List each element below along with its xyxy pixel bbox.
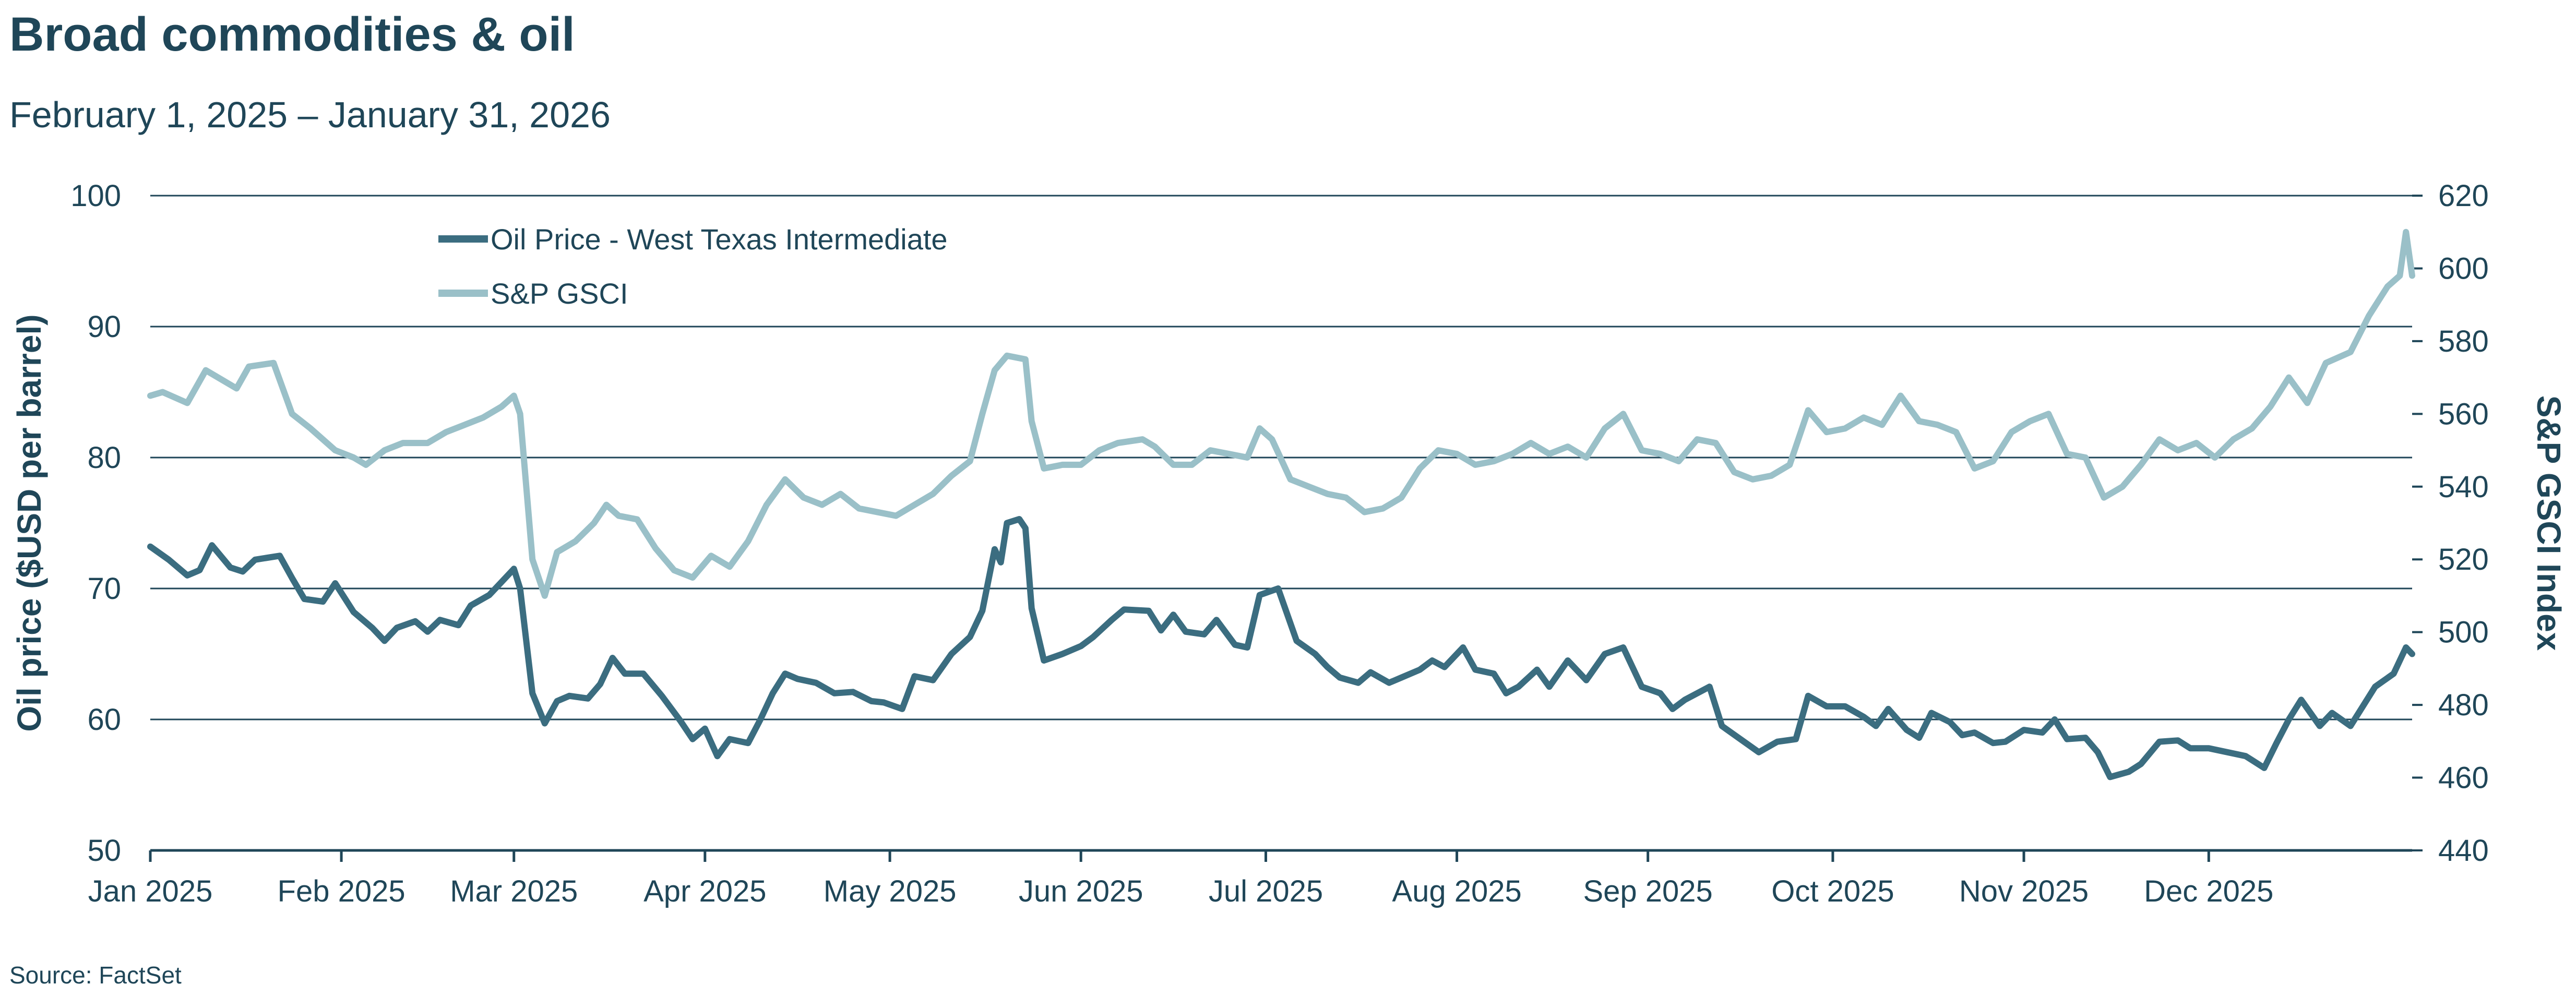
right-tick-label: 440 [2438, 834, 2489, 868]
chart-subtitle: February 1, 2025 – January 31, 2026 [9, 94, 611, 135]
right-tick-label: 620 [2438, 179, 2489, 213]
x-tick-label: Mar 2025 [450, 874, 578, 908]
right-tick-label: 460 [2438, 761, 2489, 795]
x-tick-label: Jul 2025 [1209, 874, 1323, 908]
legend-label-oil: Oil Price - West Texas Intermediate [491, 223, 948, 256]
right-tick-label: 560 [2438, 397, 2489, 431]
right-tick-label: 600 [2438, 251, 2489, 285]
legend: Oil Price - West Texas Intermediate S&P … [438, 223, 948, 310]
left-tick-label: 80 [87, 441, 121, 475]
right-tick-label: 500 [2438, 616, 2489, 650]
series-line-gsci [147, 229, 2415, 599]
x-tick-label: Feb 2025 [278, 874, 406, 908]
left-tick-label: 100 [70, 179, 121, 213]
x-tick-label: Aug 2025 [1392, 874, 1521, 908]
x-tick-label: Jun 2025 [1019, 874, 1143, 908]
x-tick-label: Apr 2025 [643, 874, 766, 908]
right-axis-title: S&P GSCI Index [2530, 395, 2568, 651]
left-axis-ticks: 50 60 70 80 90 100 [70, 179, 121, 868]
x-tick-label: Dec 2025 [2144, 874, 2273, 908]
right-axis-ticks: 440 460 480 500 520 540 560 580 600 620 [2412, 179, 2489, 868]
x-tick-label: Jan 2025 [88, 874, 213, 908]
right-tick-label: 520 [2438, 543, 2489, 576]
gridlines [150, 195, 2412, 852]
x-tick-label: Nov 2025 [1959, 874, 2089, 908]
x-axis: Jan 2025 Feb 2025 Mar 2025 Apr 2025 May 2025… [88, 850, 2273, 908]
x-tick-label: May 2025 [824, 874, 957, 908]
right-tick-label: 480 [2438, 688, 2489, 722]
left-axis-title: Oil price ($USD per barrel) [10, 314, 48, 731]
series-line-oil [147, 516, 2415, 780]
x-tick-label: Sep 2025 [1583, 874, 1712, 908]
left-tick-label: 60 [87, 703, 121, 737]
right-tick-label: 580 [2438, 325, 2489, 358]
chart-title: Broad commodities & oil [9, 8, 575, 61]
left-tick-label: 70 [87, 572, 121, 606]
x-tick-label: Oct 2025 [1771, 874, 1894, 908]
series-lines [147, 229, 2415, 780]
left-tick-label: 90 [87, 310, 121, 344]
right-tick-label: 540 [2438, 470, 2489, 504]
source-note: Source: FactSet [9, 962, 182, 989]
left-tick-label: 50 [87, 834, 121, 868]
legend-label-gsci: S&P GSCI [491, 277, 628, 310]
